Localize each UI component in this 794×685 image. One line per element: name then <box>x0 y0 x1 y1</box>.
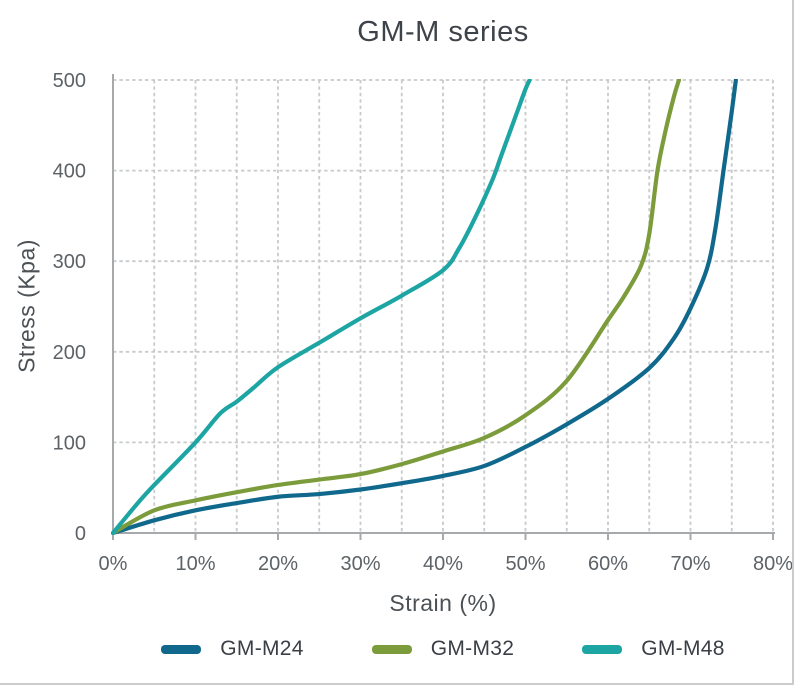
legend-swatch-gm-m32-icon <box>371 644 412 654</box>
svg-text:100: 100 <box>53 432 86 454</box>
svg-text:0: 0 <box>75 523 86 545</box>
chart-plot-area: 0% 10% 20% 30% 40% 50% 60% 70% 80% 0 100 200 300 400 5… <box>53 70 793 575</box>
svg-text:60%: 60% <box>588 553 628 575</box>
legend-item-gm-m24: GM-M24 <box>161 637 303 661</box>
legend-item-gm-m48: GM-M48 <box>582 637 724 661</box>
svg-text:50%: 50% <box>505 553 545 575</box>
legend-swatch-gm-m48-icon <box>582 644 623 654</box>
svg-text:400: 400 <box>53 161 86 183</box>
chart-title: GM-M series <box>357 16 529 48</box>
x-axis-title: Strain (%) <box>389 590 497 616</box>
svg-text:10%: 10% <box>175 553 215 575</box>
legend-item-gm-m32: GM-M32 <box>371 637 515 661</box>
legend-swatch-gm-m24-icon <box>161 644 202 654</box>
svg-text:300: 300 <box>53 251 86 273</box>
svg-text:0%: 0% <box>99 553 128 575</box>
svg-text:20%: 20% <box>258 553 298 575</box>
svg-text:70%: 70% <box>670 553 710 575</box>
svg-text:200: 200 <box>53 342 86 364</box>
svg-text:40%: 40% <box>423 553 463 575</box>
chart-legend: GM-M24 GM-M32 GM-M48 <box>113 633 773 665</box>
svg-text:30%: 30% <box>340 553 380 575</box>
legend-label-gm-m32: GM-M32 <box>430 637 515 660</box>
legend-label-gm-m48: GM-M48 <box>641 637 725 660</box>
svg-text:500: 500 <box>53 70 86 92</box>
legend-label-gm-m24: GM-M24 <box>220 637 304 660</box>
svg-text:80%: 80% <box>753 553 793 575</box>
